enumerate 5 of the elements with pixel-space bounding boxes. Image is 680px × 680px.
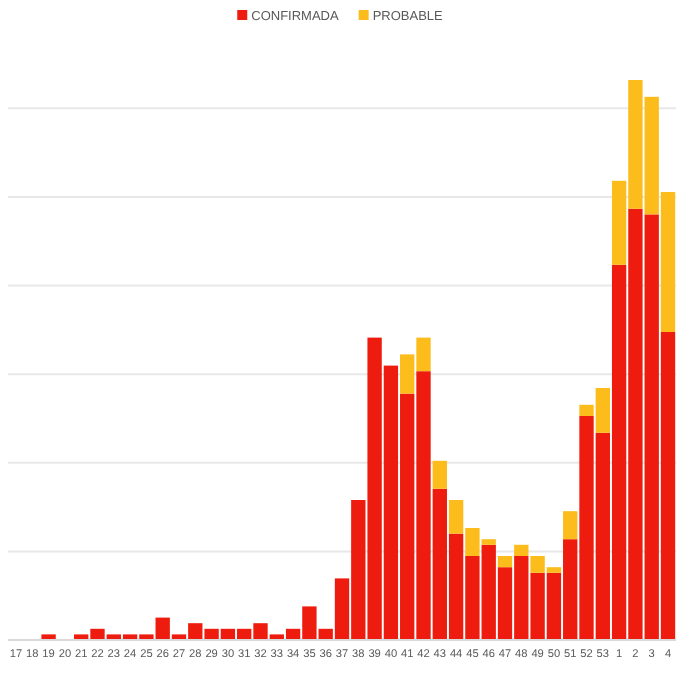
bar xyxy=(514,544,529,556)
bar xyxy=(563,511,578,540)
bar xyxy=(432,460,447,489)
bar xyxy=(497,556,513,568)
bar xyxy=(41,634,56,640)
